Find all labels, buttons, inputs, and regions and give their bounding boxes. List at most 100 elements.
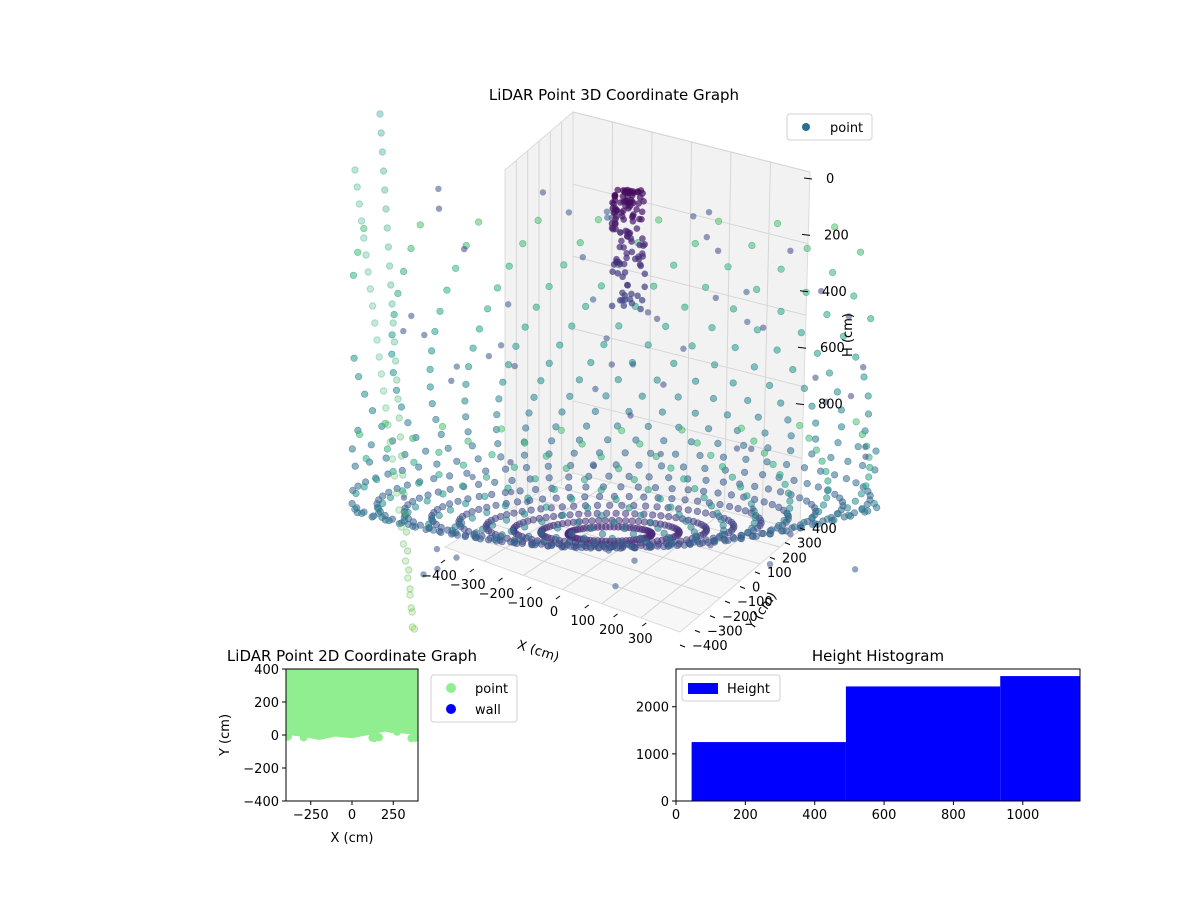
point [777,265,785,273]
point [475,505,483,514]
point [377,685,386,694]
point [575,376,584,384]
point [594,216,603,224]
y-tick-label: 200 [254,696,279,711]
point [388,300,396,308]
point [796,421,804,430]
point [611,192,619,199]
point [390,472,399,480]
point [404,419,412,427]
point [609,268,616,276]
point [290,725,299,734]
point [614,376,622,384]
point [390,338,399,346]
point [367,441,375,449]
point [748,445,755,453]
y-tick-label: 0 [271,729,279,744]
point [808,402,816,410]
point [415,494,424,502]
point [360,234,368,242]
point [505,301,512,308]
point [397,452,406,460]
point [721,537,729,545]
point [406,585,414,593]
point [603,335,610,342]
point [750,437,758,445]
point [475,325,484,333]
point [811,435,820,443]
point [294,719,303,728]
point [389,467,397,476]
point [707,542,714,549]
point [617,199,624,206]
point [485,536,493,544]
point [549,512,558,521]
point [389,369,397,377]
point [462,413,470,421]
point [825,369,834,377]
point [313,684,322,693]
point [701,509,710,517]
point [401,509,409,517]
point [401,684,410,693]
x-tick [469,568,475,573]
point [366,285,375,293]
point [602,392,610,400]
point [691,240,699,248]
histogram-bar [1000,676,1080,801]
point [858,506,866,514]
point [787,247,794,254]
y-tick-label: −400 [243,795,279,810]
point [362,251,370,259]
point [574,518,582,527]
chart-2d-xlabel: X (cm) [331,831,374,846]
point [453,554,460,561]
grid-line [686,141,692,502]
point [408,623,417,631]
point [704,425,713,433]
point [388,350,396,358]
point [386,438,394,446]
point [412,503,420,511]
point [527,506,535,514]
point [468,514,476,522]
point [725,502,734,511]
point [499,378,507,386]
point [671,450,680,458]
point [415,463,423,471]
point [565,209,573,216]
point [616,297,624,304]
point [764,444,772,452]
point [781,480,789,488]
chart-2d-legend: point wall [430,674,518,723]
point [371,319,379,327]
point [675,511,683,519]
point [634,483,642,491]
point [682,517,690,525]
point [610,200,618,207]
point [812,446,821,454]
point [379,492,387,500]
point [802,288,810,296]
point [582,302,590,311]
point [520,451,529,459]
point [713,509,721,517]
point [550,485,558,494]
point [537,529,545,537]
point [489,521,497,529]
point [299,677,308,686]
point [512,342,520,350]
point [719,478,728,486]
point [368,407,377,415]
point [388,331,396,339]
point [603,208,611,215]
point [867,315,875,323]
point [674,505,683,513]
point [475,480,483,489]
legend-frame [681,674,781,702]
point [412,726,418,735]
point [508,488,515,496]
point [744,528,752,537]
point [708,324,716,332]
point [851,497,859,505]
